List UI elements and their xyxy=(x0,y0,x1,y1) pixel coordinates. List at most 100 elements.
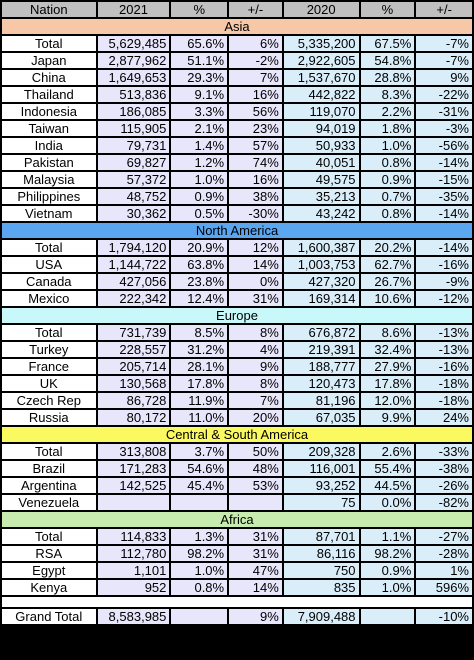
cell-nation: Philippines xyxy=(2,189,96,204)
cell-pct-2020: 0.8% xyxy=(360,155,415,170)
cell-pct-2020: 0.8% xyxy=(360,206,415,221)
cell-nation: Russia xyxy=(2,410,96,425)
cell-value-2021: 79,731 xyxy=(97,138,170,153)
cell-change-2020: -56% xyxy=(416,138,472,153)
cell-pct-2020: 1.1% xyxy=(360,529,415,544)
cell-pct-2020: 12.0% xyxy=(360,393,415,408)
cell-change-2021: 31% xyxy=(229,291,282,306)
table-row: Pakistan 69,827 1.2% 74% 40,051 0.8% -14% xyxy=(2,155,472,170)
table-row: Venezuela 75 0.0% -82% xyxy=(2,495,472,510)
cell-pct-2020: 0.9% xyxy=(360,563,415,578)
cell-nation: Total xyxy=(2,444,96,459)
cell-value-2020: 50,933 xyxy=(283,138,359,153)
cell-value-2020: 750 xyxy=(283,563,359,578)
cell-change-2021: 53% xyxy=(229,478,282,493)
cell-value-2021: 48,752 xyxy=(97,189,170,204)
cell-pct-2021: 11.9% xyxy=(171,393,228,408)
cell-change-2021: 7% xyxy=(229,70,282,85)
cell-change-2021: 20% xyxy=(229,410,282,425)
table-row: India 79,731 1.4% 57% 50,933 1.0% -56% xyxy=(2,138,472,153)
cell-value-2020: 67,035 xyxy=(283,410,359,425)
cell-value-2020: 94,019 xyxy=(283,121,359,136)
cell-pct-2020: 62.7% xyxy=(360,257,415,272)
cell-value-2020: 81,196 xyxy=(283,393,359,408)
cell-pct-2020: 98.2% xyxy=(360,546,415,561)
table-row: Total 114,833 1.3% 31% 87,701 1.1% -27% xyxy=(2,529,472,544)
cell-pct-2021: 11.0% xyxy=(171,410,228,425)
cell-value-2020: 87,701 xyxy=(283,529,359,544)
section-title: Asia xyxy=(2,19,472,34)
grand-total-row: Grand Total 8,583,985 9% 7,909,488 -10% xyxy=(2,609,472,624)
cell-pct-2021: 1.4% xyxy=(171,138,228,153)
cell-nation: Venezuela xyxy=(2,495,96,510)
header-nation: Nation xyxy=(2,2,96,17)
cell-change-2021: 14% xyxy=(229,580,282,595)
cell-nation: India xyxy=(2,138,96,153)
cell-value-2020: 43,242 xyxy=(283,206,359,221)
table-row: UK 130,568 17.8% 8% 120,473 17.8% -18% xyxy=(2,376,472,391)
header-2021-change: +/- xyxy=(229,2,282,17)
cell-pct-2020: 10.6% xyxy=(360,291,415,306)
section-header-row: Europe xyxy=(2,308,472,323)
cell-value-2020: 119,070 xyxy=(283,104,359,119)
cell-nation: Indonesia xyxy=(2,104,96,119)
cell-value-2020: 2,922,605 xyxy=(283,53,359,68)
cell-change-2021: 0% xyxy=(229,274,282,289)
cell-value-2021: 115,905 xyxy=(97,121,170,136)
table-row: Total 5,629,485 65.6% 6% 5,335,200 67.5% -7% xyxy=(2,36,472,51)
cell-change-2020: -13% xyxy=(416,325,472,340)
cell-value-2021: 171,283 xyxy=(97,461,170,476)
cell-change-2021: 38% xyxy=(229,189,282,204)
cell-nation: UK xyxy=(2,376,96,391)
cell-nation: Egypt xyxy=(2,563,96,578)
table-row: Indonesia 186,085 3.3% 56% 119,070 2.2% -31% xyxy=(2,104,472,119)
table-row: Malaysia 57,372 1.0% 16% 49,575 0.9% -15% xyxy=(2,172,472,187)
cell-value-2021: 222,342 xyxy=(97,291,170,306)
cell-pct-2020: 8.6% xyxy=(360,325,415,340)
table-row: Total 313,808 3.7% 50% 209,328 2.6% -33% xyxy=(2,444,472,459)
cell-value-2021: 952 xyxy=(97,580,170,595)
cell-change-2020: -9% xyxy=(416,274,472,289)
cell-pct-2020: 9.9% xyxy=(360,410,415,425)
section-title: Europe xyxy=(2,308,472,323)
cell-change-2021: 74% xyxy=(229,155,282,170)
cell-value-2021: 313,808 xyxy=(97,444,170,459)
cell-change-2020: -14% xyxy=(416,240,472,255)
cell-value-2020: 86,116 xyxy=(283,546,359,561)
cell-nation: Total xyxy=(2,36,96,51)
section-header-row: Asia xyxy=(2,19,472,34)
section-title: Central & South America xyxy=(2,427,472,442)
cell-change-2021: 16% xyxy=(229,172,282,187)
cell-value-2021: 69,827 xyxy=(97,155,170,170)
cell-nation: Kenya xyxy=(2,580,96,595)
cell-nation: Total xyxy=(2,325,96,340)
cell-change-2020: -13% xyxy=(416,342,472,357)
cell-pct-2021: 1.0% xyxy=(171,172,228,187)
cell-nation: Taiwan xyxy=(2,121,96,136)
table-row: Turkey 228,557 31.2% 4% 219,391 32.4% -13% xyxy=(2,342,472,357)
section-header-row: North America xyxy=(2,223,472,238)
cell-value-2021 xyxy=(97,495,170,510)
table-row: Taiwan 115,905 2.1% 23% 94,019 1.8% -3% xyxy=(2,121,472,136)
cell-change-2020: -16% xyxy=(416,257,472,272)
cell-pct-2021: 1.0% xyxy=(171,563,228,578)
table-row: Canada 427,056 23.8% 0% 427,320 26.7% -9% xyxy=(2,274,472,289)
cell-nation: Mexico xyxy=(2,291,96,306)
cell-pct-2020: 17.8% xyxy=(360,376,415,391)
cell-nation: China xyxy=(2,70,96,85)
cell-value-2021: 427,056 xyxy=(97,274,170,289)
cell-nation: Pakistan xyxy=(2,155,96,170)
cell-pct-2020: 20.2% xyxy=(360,240,415,255)
cell-change-2020: 24% xyxy=(416,410,472,425)
cell-value-2020: 676,872 xyxy=(283,325,359,340)
cell-pct-2021: 23.8% xyxy=(171,274,228,289)
cell-nation: Vietnam xyxy=(2,206,96,221)
table-body: Nation 2021 % +/- 2020 % +/- Asia Total 5,… xyxy=(2,2,472,624)
cell-value-2021: 186,085 xyxy=(97,104,170,119)
cell-pct-2020: 2.6% xyxy=(360,444,415,459)
cell-pct-2021: 63.8% xyxy=(171,257,228,272)
table-row: Vietnam 30,362 0.5% -30% 43,242 0.8% -14% xyxy=(2,206,472,221)
cell-change-2020: -26% xyxy=(416,478,472,493)
cell-change-2021: 48% xyxy=(229,461,282,476)
